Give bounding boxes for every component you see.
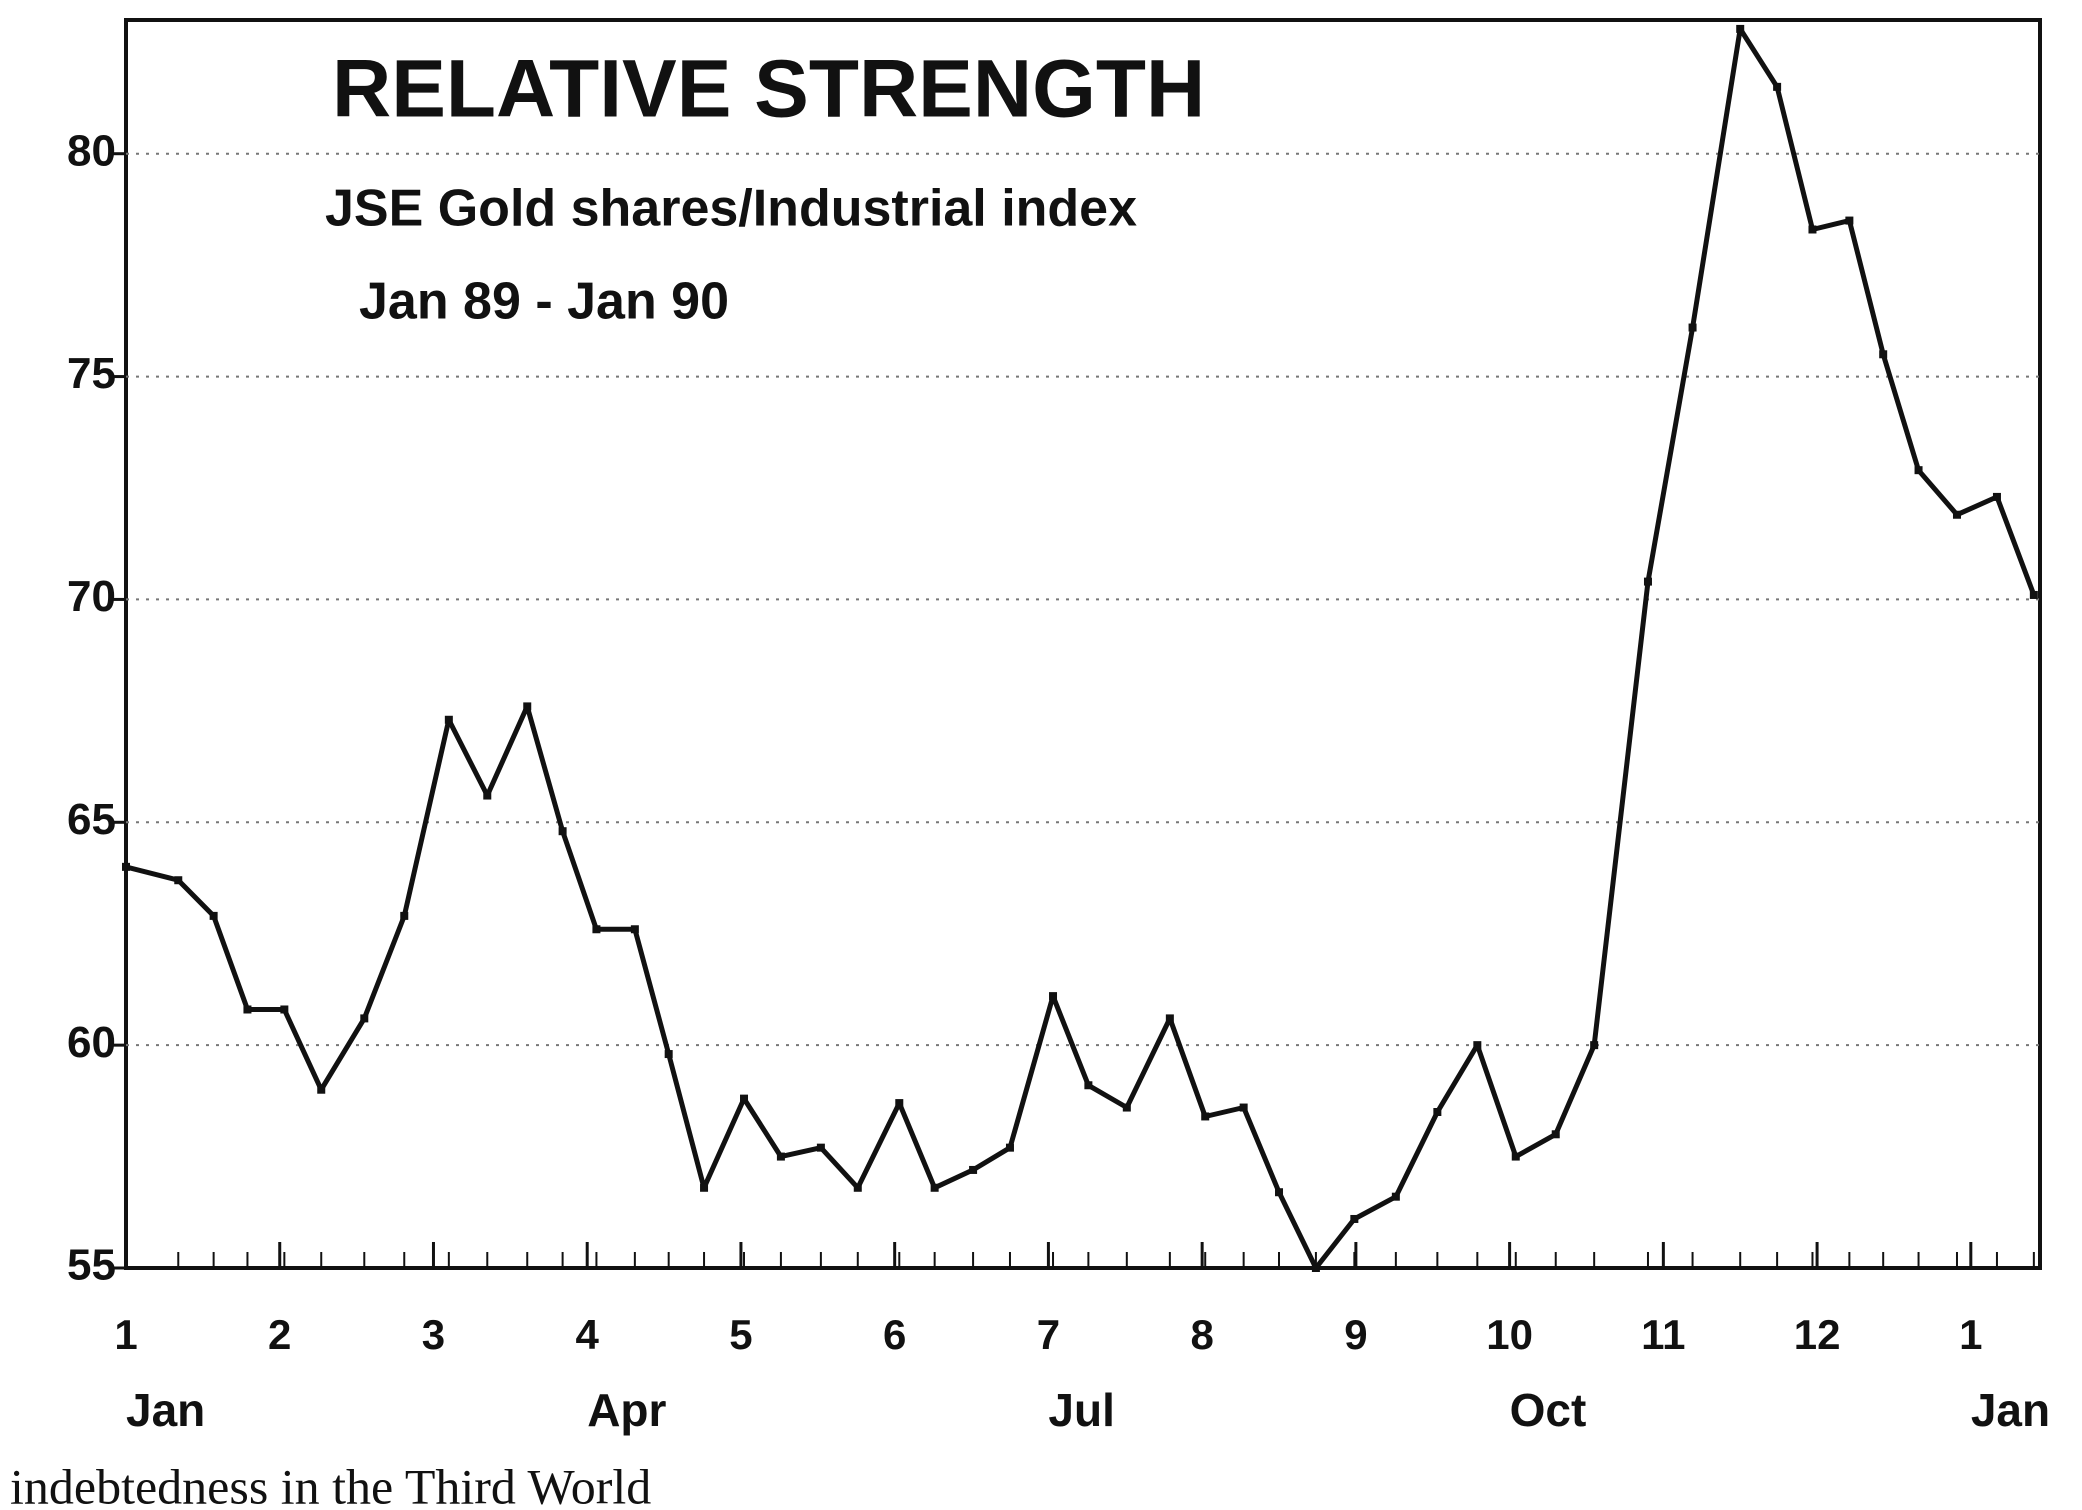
x-tick-label: 5 (729, 1311, 752, 1358)
data-point (1084, 1081, 1093, 1090)
x-group-label: Oct (1510, 1384, 1587, 1436)
data-point (444, 715, 453, 724)
x-tick-label: 1 (1959, 1311, 1982, 1358)
chart-subtitle: JSE Gold shares/Industrial index (325, 180, 1137, 238)
data-point (1201, 1112, 1210, 1121)
data-point (1311, 1264, 1320, 1272)
data-point (280, 1005, 289, 1014)
x-tick-label: 12 (1794, 1311, 1841, 1358)
y-tick-label: 55 (67, 1241, 116, 1290)
data-point (1391, 1192, 1400, 1201)
data-point (1433, 1108, 1442, 1116)
x-tick-label: 4 (576, 1311, 600, 1358)
data-point (1688, 323, 1697, 332)
y-tick-label: 80 (67, 126, 116, 175)
y-tick-label: 60 (67, 1018, 116, 1067)
x-tick-label: 8 (1190, 1311, 1213, 1358)
data-point (360, 1014, 369, 1023)
y-tick-label: 70 (67, 572, 116, 621)
x-tick-label: 11 (1641, 1311, 1685, 1358)
data-point (558, 827, 567, 836)
data-point (1275, 1188, 1284, 1197)
x-tick-label: 2 (268, 1311, 291, 1358)
x-group-label: Jul (1048, 1384, 1114, 1436)
data-point (483, 791, 492, 800)
data-point (592, 925, 601, 934)
plot-frame (124, 18, 2042, 1270)
data-point (1590, 1041, 1599, 1050)
x-tick-label: 9 (1344, 1311, 1367, 1358)
series-line (125, 26, 2037, 1271)
x-group-label: Apr (587, 1384, 666, 1436)
data-point (1122, 1103, 1131, 1112)
y-tick-label: 65 (67, 795, 116, 844)
data-point (1736, 24, 1745, 33)
data-point (1239, 1103, 1248, 1112)
data-point (930, 1183, 939, 1192)
x-tick-label: 7 (1037, 1311, 1060, 1358)
data-point (1808, 225, 1817, 234)
data-point (1511, 1152, 1520, 1161)
data-point (317, 1085, 326, 1094)
data-point (816, 1143, 825, 1152)
data-point (174, 876, 183, 885)
data-point (1005, 1143, 1014, 1152)
chart-title: RELATIVE STRENGTH (332, 44, 1205, 135)
x-tick-label: 10 (1486, 1311, 1533, 1358)
data-point (400, 911, 409, 920)
footer-text: indebtedness in the Third World (10, 1458, 651, 1510)
data-point (969, 1165, 978, 1174)
data-point (1773, 82, 1782, 91)
data-point (523, 702, 532, 711)
x-group-label: Jan (1971, 1384, 2050, 1436)
x-tick-label: 1 (114, 1311, 137, 1358)
data-point (1165, 1014, 1174, 1023)
data-point (1879, 350, 1888, 359)
data-point (1992, 492, 2001, 501)
data-point (740, 1094, 749, 1103)
data-point (1914, 466, 1923, 475)
data-point (1845, 216, 1854, 225)
data-point (122, 862, 130, 871)
data-point (2029, 590, 2038, 599)
data-point (1551, 1130, 1560, 1139)
data-point (1350, 1214, 1359, 1223)
data-point (630, 925, 639, 934)
data-point (243, 1005, 252, 1014)
x-tick-label: 6 (883, 1311, 906, 1358)
data-point (1473, 1041, 1482, 1050)
data-point (853, 1183, 862, 1192)
data-point (1643, 577, 1652, 586)
data-point (700, 1183, 709, 1192)
data-point (776, 1152, 785, 1161)
chart-period: Jan 89 - Jan 90 (359, 273, 729, 331)
y-tick-label: 75 (67, 349, 116, 398)
data-point (1952, 510, 1961, 519)
data-point (1049, 992, 1058, 1001)
data-point (895, 1099, 904, 1108)
x-group-label: Jan (126, 1384, 205, 1436)
x-tick-label: 3 (422, 1311, 445, 1358)
data-point (209, 911, 218, 920)
data-point (664, 1050, 673, 1059)
